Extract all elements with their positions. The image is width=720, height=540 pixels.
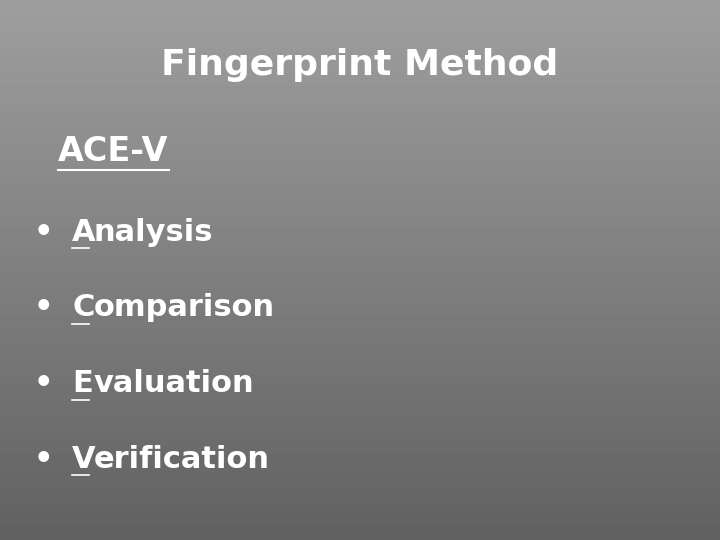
Text: A: A — [72, 218, 96, 247]
Text: •: • — [33, 293, 53, 322]
Text: nalysis: nalysis — [94, 218, 213, 247]
Text: valuation: valuation — [94, 369, 254, 398]
Text: •: • — [33, 218, 53, 247]
Text: E: E — [72, 369, 93, 398]
Text: V: V — [72, 444, 96, 474]
Text: •: • — [33, 444, 53, 474]
Text: omparison: omparison — [94, 293, 275, 322]
Text: •: • — [33, 369, 53, 398]
Text: erification: erification — [94, 444, 269, 474]
Text: ACE-V: ACE-V — [58, 134, 168, 168]
Text: C: C — [72, 293, 94, 322]
Text: Fingerprint Method: Fingerprint Method — [161, 48, 559, 82]
